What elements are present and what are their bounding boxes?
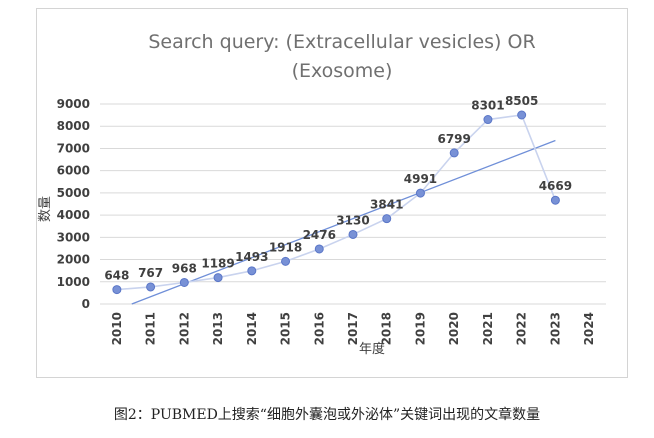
y-tick-label: 3000 xyxy=(57,230,90,244)
x-tick-label: 2024 xyxy=(582,312,596,345)
y-tick-label: 4000 xyxy=(57,208,90,222)
data-label: 4669 xyxy=(539,179,572,193)
data-point xyxy=(348,229,358,239)
y-tick-label: 0 xyxy=(82,297,90,311)
y-tick-label: 9000 xyxy=(57,97,90,111)
data-point xyxy=(281,256,291,266)
x-tick-label: 2018 xyxy=(380,312,394,345)
y-tick-label: 2000 xyxy=(57,253,90,267)
data-label: 4991 xyxy=(404,172,437,186)
data-point xyxy=(213,273,223,283)
x-tick-label: 2023 xyxy=(548,312,562,345)
y-tick-label: 6000 xyxy=(57,164,90,178)
data-point xyxy=(382,214,392,224)
data-label: 3130 xyxy=(336,213,369,227)
x-tick-label: 2011 xyxy=(144,312,158,345)
x-tick-label: 2014 xyxy=(245,312,259,345)
data-point xyxy=(415,188,425,198)
y-tick-label: 5000 xyxy=(57,186,90,200)
x-axis-title: 年度 xyxy=(359,341,385,357)
y-tick-label: 7000 xyxy=(57,141,90,155)
x-tick-label: 2012 xyxy=(177,312,191,345)
x-tick-label: 2022 xyxy=(515,312,529,345)
y-axis-title: 数量 xyxy=(38,196,53,222)
x-tick-label: 2017 xyxy=(346,312,360,345)
y-tick-label: 1000 xyxy=(57,275,90,289)
data-label: 6799 xyxy=(437,132,470,146)
data-point xyxy=(314,244,324,254)
x-tick-label: 2015 xyxy=(279,312,293,345)
data-label: 1493 xyxy=(235,250,268,264)
x-tick-label: 2016 xyxy=(312,312,326,345)
data-label: 968 xyxy=(172,261,197,275)
x-tick-label: 2019 xyxy=(413,312,427,345)
y-tick-label: 8000 xyxy=(57,119,90,133)
data-label: 1918 xyxy=(269,240,302,254)
x-tick-label: 2021 xyxy=(481,312,495,345)
chart-title-line: Search query: (Extracellular vesicles) O… xyxy=(148,31,535,53)
data-point xyxy=(517,110,527,120)
x-tick-label: 2010 xyxy=(110,312,124,345)
figure-caption: 图2：PUBMED上搜索“细胞外囊泡或外泌体”关键词出现的文章数量 xyxy=(113,407,541,423)
data-label: 8505 xyxy=(505,94,538,108)
x-tick-label: 2020 xyxy=(447,312,461,345)
data-point xyxy=(179,277,189,287)
data-point xyxy=(112,285,122,295)
data-point xyxy=(146,282,156,292)
data-point xyxy=(247,266,257,276)
data-label: 8301 xyxy=(471,99,504,113)
chart-title-line: (Exosome) xyxy=(292,60,393,82)
data-label: 1189 xyxy=(201,257,234,271)
data-label: 767 xyxy=(138,266,163,280)
data-label: 3841 xyxy=(370,198,403,212)
x-tick-label: 2013 xyxy=(211,312,225,345)
data-point xyxy=(449,148,459,158)
chart-frame: Search query: (Extracellular vesicles) O… xyxy=(36,8,628,378)
data-label: 2476 xyxy=(303,228,336,242)
data-label: 648 xyxy=(104,269,129,283)
data-point xyxy=(483,115,493,125)
data-point xyxy=(550,195,560,205)
linear-trendline xyxy=(131,139,556,305)
line-chart: Search query: (Extracellular vesicles) O… xyxy=(38,31,606,357)
series-line xyxy=(116,114,557,291)
